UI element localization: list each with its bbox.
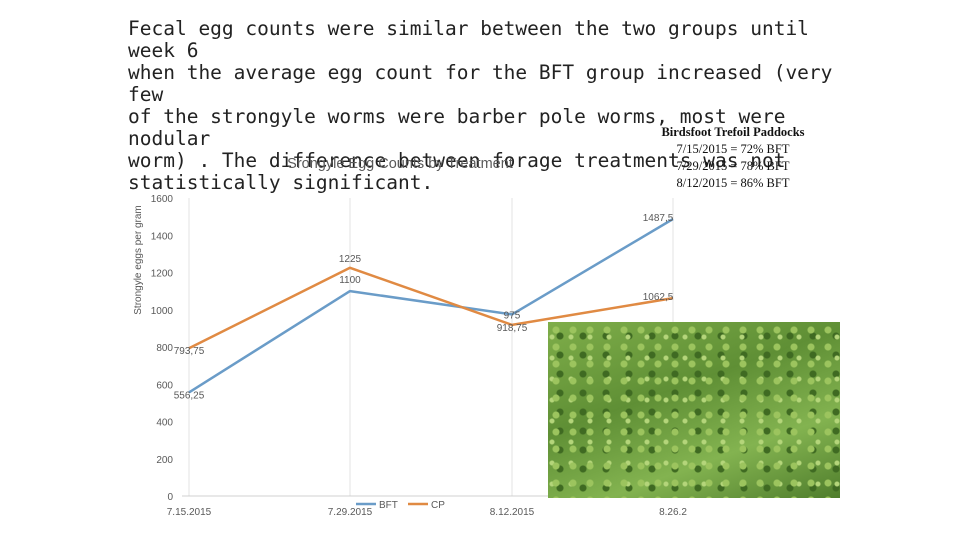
x-tick-label: 7.29.2015 xyxy=(328,507,373,518)
data-label: 1100 xyxy=(339,275,361,286)
chart-title: Srongyle Egg Counts by Treatment xyxy=(287,156,513,172)
x-tick-label: 7.15.2015 xyxy=(167,507,212,518)
y-tick-label: 1000 xyxy=(151,306,174,317)
note-line: 7/15/2015 = 72% BFT xyxy=(676,142,790,156)
y-tick-label: 1400 xyxy=(151,231,174,242)
data-label: 975 xyxy=(504,310,521,321)
data-label: 1487,5 xyxy=(643,213,674,224)
data-label: 918,75 xyxy=(497,323,528,334)
data-label: 1062,5 xyxy=(643,292,674,303)
headline-text: Fecal egg counts were similar between th… xyxy=(128,17,833,194)
y-tick-label: 400 xyxy=(156,418,173,429)
x-tick-label: 8.26.2 xyxy=(659,507,687,518)
series-line-bft xyxy=(188,217,674,394)
data-label: 556,25 xyxy=(174,390,205,401)
series-line-cp xyxy=(188,266,674,350)
y-tick-label: 800 xyxy=(156,343,173,354)
clover-field-photo xyxy=(548,322,840,498)
legend-label: BFT xyxy=(379,500,398,511)
note-title: Birdsfoot Trefoil Paddocks xyxy=(661,125,805,139)
x-tick-labels: 7.15.2015 7.29.2015 8.12.2015 8.26.2 xyxy=(167,507,688,518)
data-labels: 556,25 1100 975 1487,5 793,75 1225 918,75 1062,… xyxy=(174,213,674,401)
x-tick-label: 8.12.2015 xyxy=(490,507,535,518)
legend: BFT CP xyxy=(356,500,445,511)
note-line: 7/29/2015 = 78% BFT xyxy=(676,159,790,173)
bft-paddock-note: Birdsfoot Trefoil Paddocks 7/15/2015 = 7… xyxy=(640,124,826,192)
series-lines xyxy=(188,217,674,394)
y-axis-label: Strongyle eggs per gram xyxy=(133,205,144,315)
note-line: 8/12/2015 = 86% BFT xyxy=(676,176,790,190)
data-label: 793,75 xyxy=(174,346,205,357)
y-tick-labels: 0 200 400 600 800 1000 1200 1400 1600 xyxy=(151,194,174,503)
y-tick-label: 1600 xyxy=(151,194,174,205)
y-tick-label: 200 xyxy=(156,455,173,466)
y-tick-label: 1200 xyxy=(151,269,174,280)
y-tick-label: 600 xyxy=(156,380,173,391)
y-tick-label: 0 xyxy=(167,492,173,503)
legend-label: CP xyxy=(431,500,445,511)
data-label: 1225 xyxy=(339,254,362,265)
